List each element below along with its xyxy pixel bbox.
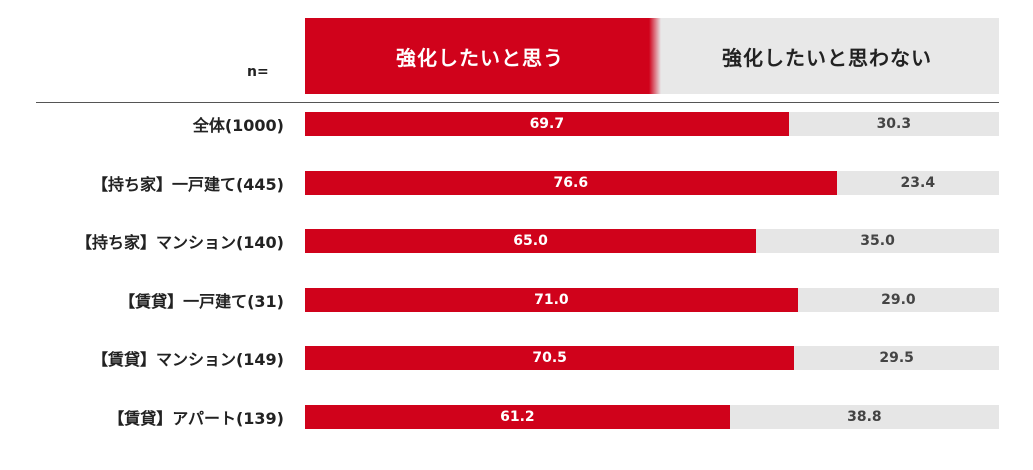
bar-disagree <box>756 229 999 254</box>
bar-agree <box>305 346 795 371</box>
header-divider <box>36 102 999 103</box>
data-label-agree: 69.7 <box>529 116 565 132</box>
bar-agree <box>305 170 837 195</box>
category-label: 【持ち家】マンション(140) <box>75 233 284 253</box>
category-label: 【賃貸】マンション(149) <box>91 350 284 370</box>
bar-agree <box>305 229 757 254</box>
data-label-agree: 65.0 <box>513 233 548 250</box>
data-label-agree: 70.5 <box>532 350 567 367</box>
bar-disagree <box>836 170 999 195</box>
data-label-disagree: 38.8 <box>847 409 882 425</box>
category-label: 全体(1000) <box>192 116 284 135</box>
data-label-disagree: 35.0 <box>860 233 895 250</box>
category-label: 【賃貸】一戸建て(31) <box>119 291 284 311</box>
bar-disagree <box>797 287 999 312</box>
category-label: 【持ち家】一戸建て(445) <box>91 174 284 194</box>
data-label-disagree: 29.5 <box>879 350 914 367</box>
bar-disagree <box>794 346 999 371</box>
bar-agree <box>305 405 730 429</box>
data-label-disagree: 30.3 <box>876 116 912 132</box>
data-label-disagree: 23.4 <box>900 174 936 191</box>
data-label-agree: 76.6 <box>553 174 589 191</box>
category-label: 【賃貸】アパート(139) <box>108 409 284 428</box>
data-label-disagree: 29.0 <box>881 291 916 308</box>
data-label-agree: 71.0 <box>534 291 569 308</box>
bar-disagree <box>788 112 999 136</box>
bar-disagree <box>729 405 999 429</box>
legend: 強化したいと思う 強化したいと思わない <box>305 18 999 94</box>
legend-item-disagree: 強化したいと思わない <box>655 18 999 94</box>
sample-size-label: n= <box>247 64 269 80</box>
bar-agree <box>305 287 798 312</box>
data-label-agree: 61.2 <box>500 409 535 425</box>
bar-agree <box>305 112 789 136</box>
legend-item-agree: 強化したいと思う <box>305 18 661 94</box>
